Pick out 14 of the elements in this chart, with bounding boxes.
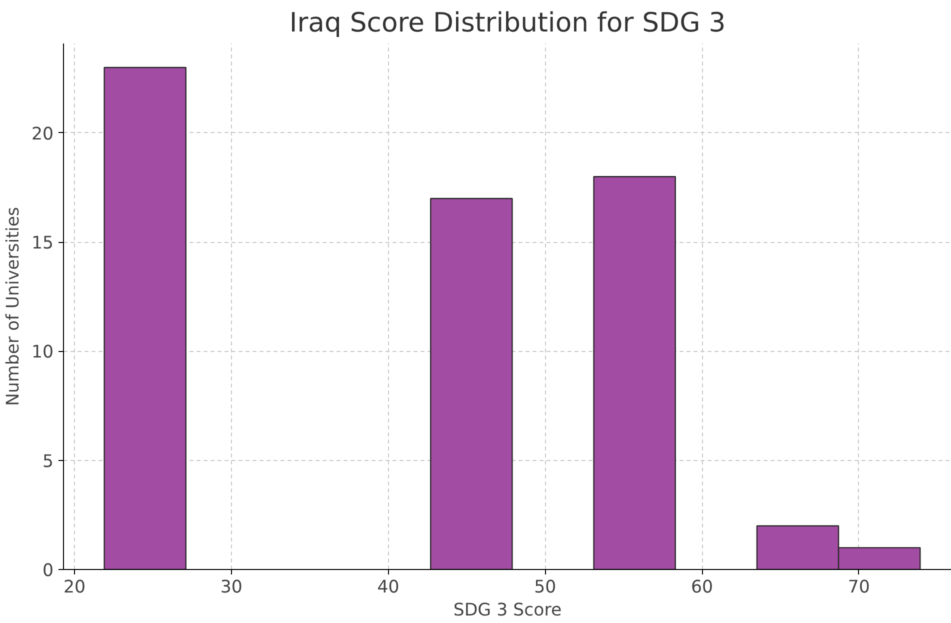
x-tick-label: 60 [691,578,714,598]
y-tick-label: 10 [31,342,54,363]
y-tick-label: 20 [31,124,54,144]
x-tick-label: 40 [377,578,400,598]
chart-title: Iraq Score Distribution for SDG 3 [289,8,726,38]
y-axis-title: Number of Universities [3,206,24,406]
y-tick-label: 15 [31,234,54,254]
x-tick-label: 20 [63,578,86,598]
x-tick-label: 50 [534,578,556,598]
x-axis-title: SDG 3 Score [453,600,562,620]
y-tick-label: 0 [42,561,54,581]
y-tick-label: 5 [42,452,54,472]
x-tick-label: 30 [220,578,242,598]
x-tick-label: 70 [848,578,870,598]
